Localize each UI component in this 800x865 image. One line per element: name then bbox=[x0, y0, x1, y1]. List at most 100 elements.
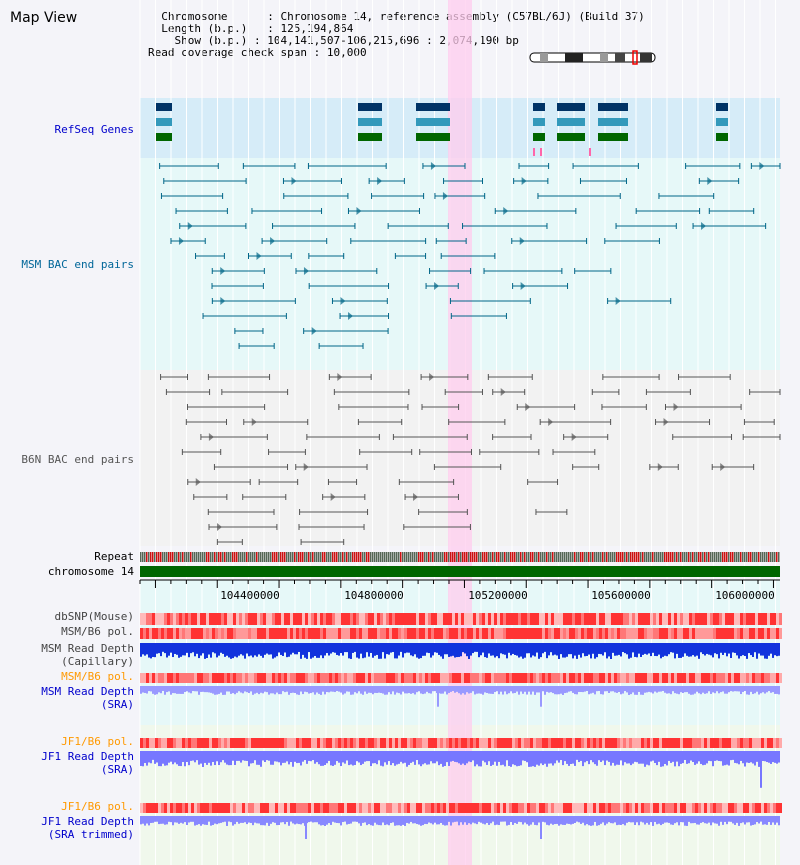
depth-tracks[interactable] bbox=[140, 643, 780, 839]
depth-bar bbox=[778, 643, 780, 656]
repeat-element bbox=[692, 552, 694, 562]
repeat-element bbox=[484, 552, 486, 562]
msm-read-depth-capillary-label[interactable]: MSM Read Depth bbox=[41, 642, 134, 655]
depth-bar bbox=[646, 751, 648, 765]
heat-cell bbox=[482, 628, 485, 639]
depth-bar bbox=[482, 643, 484, 653]
depth-bar bbox=[534, 643, 536, 657]
depth-bar bbox=[562, 751, 564, 766]
depth-bar bbox=[142, 643, 144, 655]
heat-cell bbox=[359, 613, 362, 625]
heat-cell bbox=[725, 613, 728, 625]
repeat-element bbox=[416, 552, 418, 562]
depth-bar bbox=[434, 686, 436, 692]
depth-bar bbox=[724, 751, 726, 766]
heat-cell bbox=[755, 613, 758, 625]
msm-b6-pol-label[interactable]: MSM/B6 pol. bbox=[61, 625, 134, 638]
msm-read-depth-sra-label[interactable]: MSM Read Depth bbox=[41, 685, 134, 698]
heat-cell bbox=[506, 613, 509, 625]
depth-bar bbox=[702, 816, 704, 823]
depth-bar bbox=[512, 751, 514, 765]
heat-cell bbox=[755, 803, 758, 813]
heat-cell bbox=[284, 628, 287, 639]
heat-cell bbox=[665, 803, 668, 813]
depth-bar bbox=[740, 816, 742, 824]
heat-cell bbox=[311, 673, 314, 683]
heat-cell bbox=[305, 803, 308, 813]
depth-bar bbox=[704, 751, 706, 765]
depth-bar bbox=[462, 816, 464, 825]
depth-bar bbox=[768, 751, 770, 763]
msm-bac-pairs-track[interactable] bbox=[159, 162, 781, 349]
heat-cell bbox=[452, 803, 455, 813]
depth-bar bbox=[726, 816, 728, 825]
heat-cell bbox=[149, 803, 152, 813]
repeat-element bbox=[460, 552, 462, 562]
depth-bar bbox=[154, 686, 156, 695]
depth-bar bbox=[770, 751, 772, 764]
repeat-element bbox=[366, 552, 368, 562]
repeat-element bbox=[766, 552, 768, 562]
heat-cell bbox=[746, 803, 749, 813]
heat-cell bbox=[482, 613, 485, 625]
refseq-genes-label[interactable]: RefSeq Genes bbox=[54, 123, 134, 136]
depth-bar bbox=[404, 751, 406, 763]
depth-bar bbox=[204, 643, 206, 659]
repeat-element bbox=[696, 552, 698, 562]
depth-bar bbox=[346, 751, 348, 761]
heat-cell bbox=[326, 628, 329, 639]
depth-bar bbox=[498, 816, 500, 826]
depth-bar bbox=[278, 643, 280, 653]
depth-bar bbox=[202, 686, 204, 692]
msm-b6-pol-2-label[interactable]: MSM/B6 pol. bbox=[61, 670, 134, 683]
depth-bar bbox=[310, 751, 312, 762]
depth-bar bbox=[446, 816, 448, 826]
msm-bac-end-pairs-label[interactable]: MSM BAC end pairs bbox=[21, 258, 134, 271]
heat-cell bbox=[722, 673, 725, 683]
heat-cell bbox=[740, 803, 743, 813]
depth-bar bbox=[512, 816, 514, 825]
heat-cell bbox=[509, 628, 512, 639]
depth-bar bbox=[334, 816, 336, 823]
depth-bar bbox=[378, 643, 380, 659]
jf1-b6-pol-2-label[interactable]: JF1/B6 pol. bbox=[61, 800, 134, 813]
repeat-track[interactable] bbox=[140, 552, 780, 562]
b6n-bac-pairs-track[interactable] bbox=[160, 373, 781, 545]
depth-bar bbox=[494, 643, 496, 658]
depth-bar bbox=[290, 686, 292, 694]
depth-bar bbox=[762, 816, 764, 825]
heat-cell bbox=[299, 803, 302, 813]
heat-cell bbox=[260, 738, 263, 748]
heat-cell bbox=[398, 803, 401, 813]
heat-cell bbox=[740, 673, 743, 683]
refseq-genes-track[interactable] bbox=[156, 103, 728, 156]
selection-highlight[interactable] bbox=[448, 0, 472, 865]
chromosome-bar[interactable] bbox=[140, 566, 780, 577]
heat-cell bbox=[251, 673, 254, 683]
depth-bar bbox=[586, 816, 588, 825]
depth-bar bbox=[272, 686, 274, 694]
depth-bar bbox=[286, 816, 288, 822]
dbsnp-label[interactable]: dbSNP(Mouse) bbox=[54, 610, 134, 623]
depth-bar bbox=[690, 643, 692, 657]
depth-bar bbox=[596, 751, 598, 766]
heat-cell bbox=[440, 803, 443, 813]
jf1-b6-pol-label[interactable]: JF1/B6 pol. bbox=[61, 735, 134, 748]
depth-bar bbox=[370, 643, 372, 653]
heat-tracks[interactable] bbox=[140, 613, 782, 813]
chromosome-ideogram[interactable] bbox=[529, 50, 656, 65]
jf1-read-depth-sra-label[interactable]: JF1 Read Depth bbox=[41, 750, 134, 763]
heat-cell bbox=[407, 803, 410, 813]
heat-cell bbox=[560, 673, 563, 683]
heat-cell bbox=[536, 803, 539, 813]
depth-bar bbox=[522, 686, 524, 694]
depth-bar bbox=[266, 686, 268, 693]
gene-feature bbox=[533, 118, 545, 126]
depth-bar bbox=[194, 751, 196, 763]
depth-bar bbox=[160, 686, 162, 694]
b6n-bac-end-pairs-label[interactable]: B6N BAC end pairs bbox=[21, 453, 134, 466]
heat-cell bbox=[143, 803, 146, 813]
jf1-read-depth-trim-label[interactable]: JF1 Read Depth bbox=[41, 815, 134, 828]
bac-end-arrow bbox=[195, 478, 201, 486]
